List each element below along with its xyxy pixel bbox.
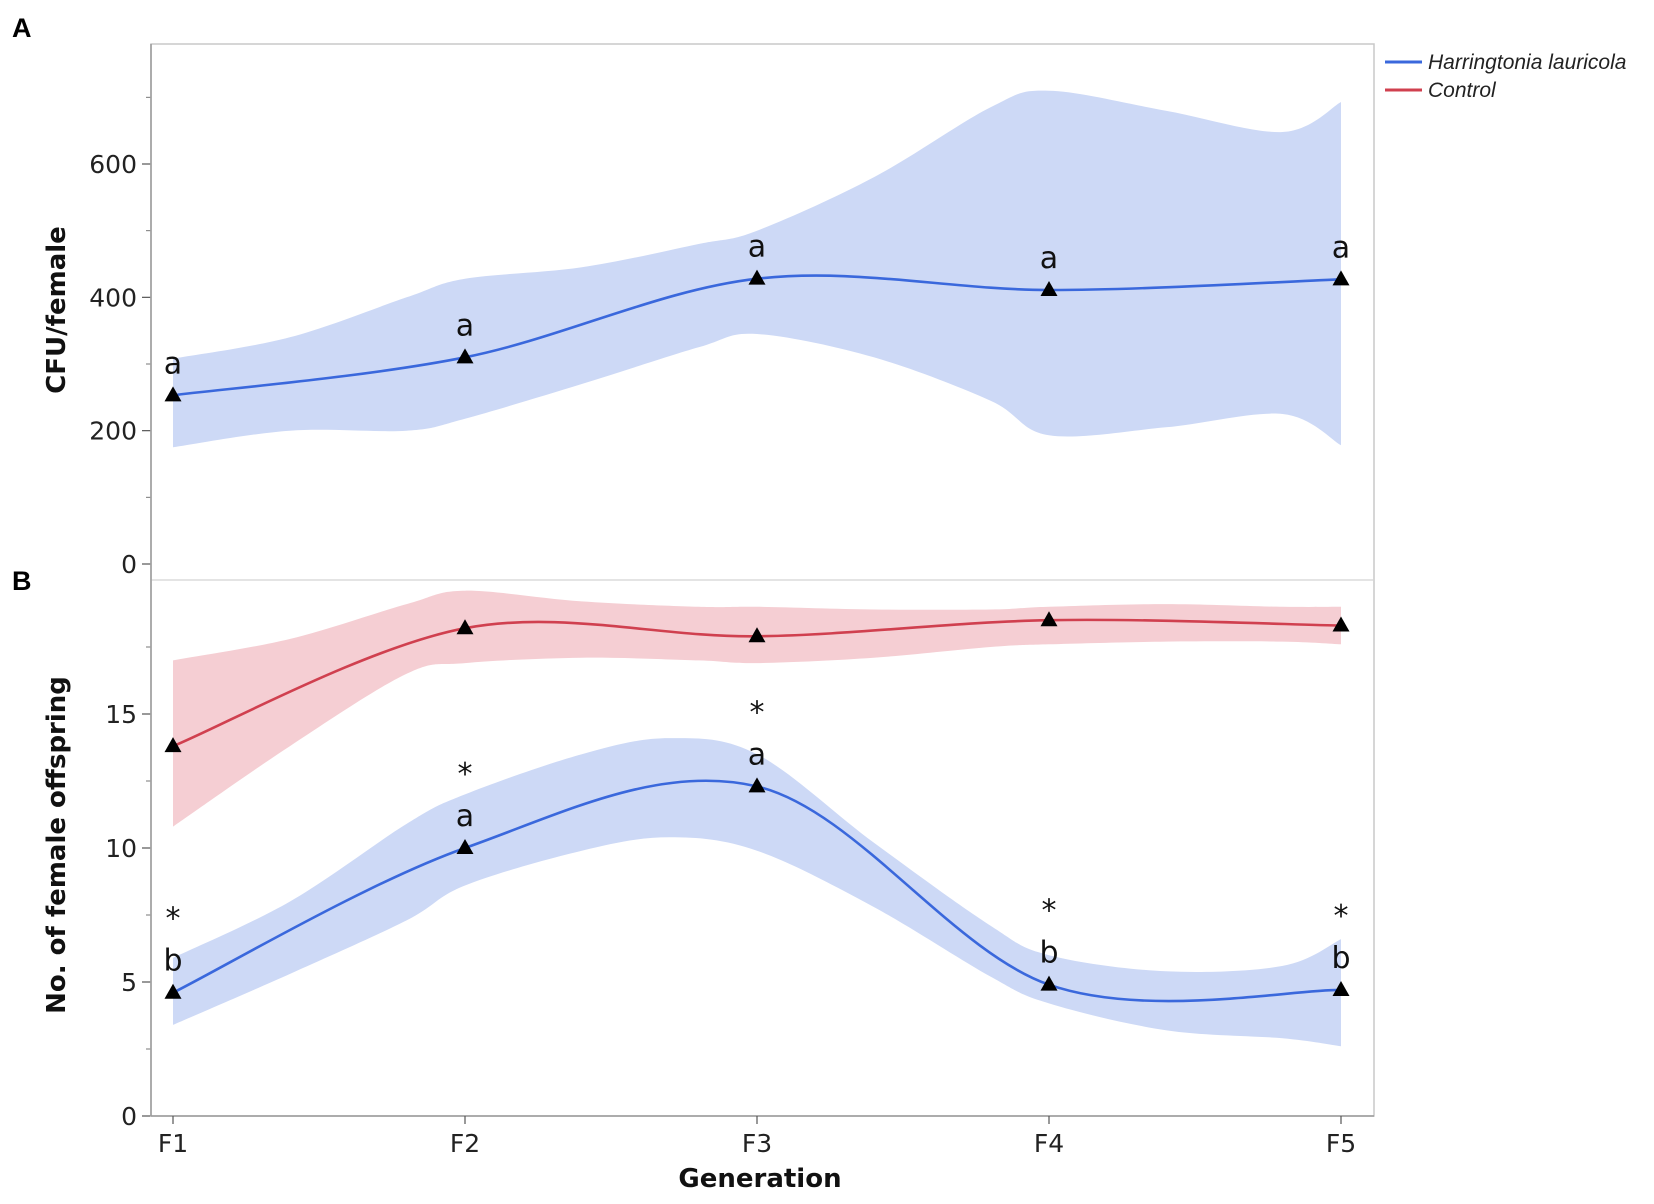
- x-tick-label-f3: F3: [742, 1129, 772, 1158]
- significance-letter-top-f2: a: [456, 308, 474, 343]
- significance-letter-top-f3: a: [748, 230, 766, 265]
- x-tick-label-f1: F1: [158, 1129, 188, 1158]
- significance-letter-top-f4: a: [1040, 241, 1058, 276]
- y-axis-title-bottom: No. of female offspring: [42, 676, 72, 1014]
- x-axis-title: Generation: [678, 1164, 841, 1194]
- significance-letter-top-f5: a: [1332, 230, 1350, 265]
- significance-star-bottom-f2: *: [458, 757, 473, 792]
- significance-letter-bottom-f5: b: [1331, 941, 1350, 976]
- y-tick-label-bottom: 15: [105, 700, 137, 729]
- data-point-harringtonia-top-f1: [164, 386, 182, 402]
- data-point-control-bottom-f2: [456, 619, 474, 635]
- data-point-control-bottom-f1: [164, 737, 182, 753]
- data-point-harringtonia-bottom-f2: [456, 839, 474, 854]
- y-tick-label-bottom: 10: [105, 834, 137, 863]
- y-tick-label-top: 400: [89, 283, 137, 312]
- data-point-harringtonia-top-f3: [748, 269, 766, 285]
- x-tick-label-f4: F4: [1034, 1129, 1064, 1158]
- significance-star-bottom-f3: *: [750, 695, 765, 730]
- y-tick-label-top: 0: [121, 550, 137, 579]
- significance-letter-bottom-f1: b: [163, 944, 182, 979]
- data-point-harringtonia-bottom-f4: [1040, 975, 1058, 991]
- data-point-harringtonia-bottom-f1: [164, 983, 182, 999]
- x-tick-label-f2: F2: [450, 1129, 480, 1158]
- legend: Harringtonia lauricola Control: [1385, 51, 1626, 102]
- significance-letter-bottom-f3: a: [748, 737, 766, 772]
- significance-letter-bottom-f4: b: [1039, 936, 1058, 971]
- y-tick-label-bottom: 5: [121, 968, 137, 997]
- significance-letter-bottom-f2: a: [456, 799, 474, 834]
- x-tick-label-f5: F5: [1326, 1129, 1356, 1158]
- data-point-harringtonia-bottom-f5: [1332, 981, 1350, 997]
- panel-letter-a: A: [12, 13, 32, 43]
- confidence-band-harringtonia-bottom: [173, 738, 1341, 1047]
- confidence-band-control-bottom: [173, 590, 1341, 827]
- data-point-harringtonia-bottom-f3: [748, 777, 766, 793]
- significance-star-bottom-f5: *: [1334, 899, 1349, 934]
- y-axis-title-top: CFU/female: [42, 226, 72, 394]
- data-point-control-bottom-f3: [748, 627, 766, 643]
- significance-star-bottom-f1: *: [166, 902, 181, 937]
- data-point-control-bottom-f5: [1332, 616, 1350, 632]
- y-tick-label-top: 200: [89, 417, 137, 446]
- significance-letter-top-f1: a: [164, 346, 182, 381]
- data-point-control-bottom-f4: [1040, 611, 1058, 627]
- data-point-harringtonia-top-f4: [1040, 281, 1058, 296]
- data-point-harringtonia-top-f5: [1332, 270, 1350, 286]
- y-tick-label-top: 600: [89, 150, 137, 179]
- y-tick-label-bottom: 0: [121, 1102, 137, 1131]
- significance-star-bottom-f4: *: [1042, 894, 1057, 929]
- panel-letter-b: B: [12, 566, 32, 596]
- legend-label-control: Control: [1428, 79, 1497, 102]
- legend-label-harringtonia: Harringtonia lauricola: [1428, 51, 1626, 74]
- data-point-harringtonia-top-f2: [456, 348, 474, 364]
